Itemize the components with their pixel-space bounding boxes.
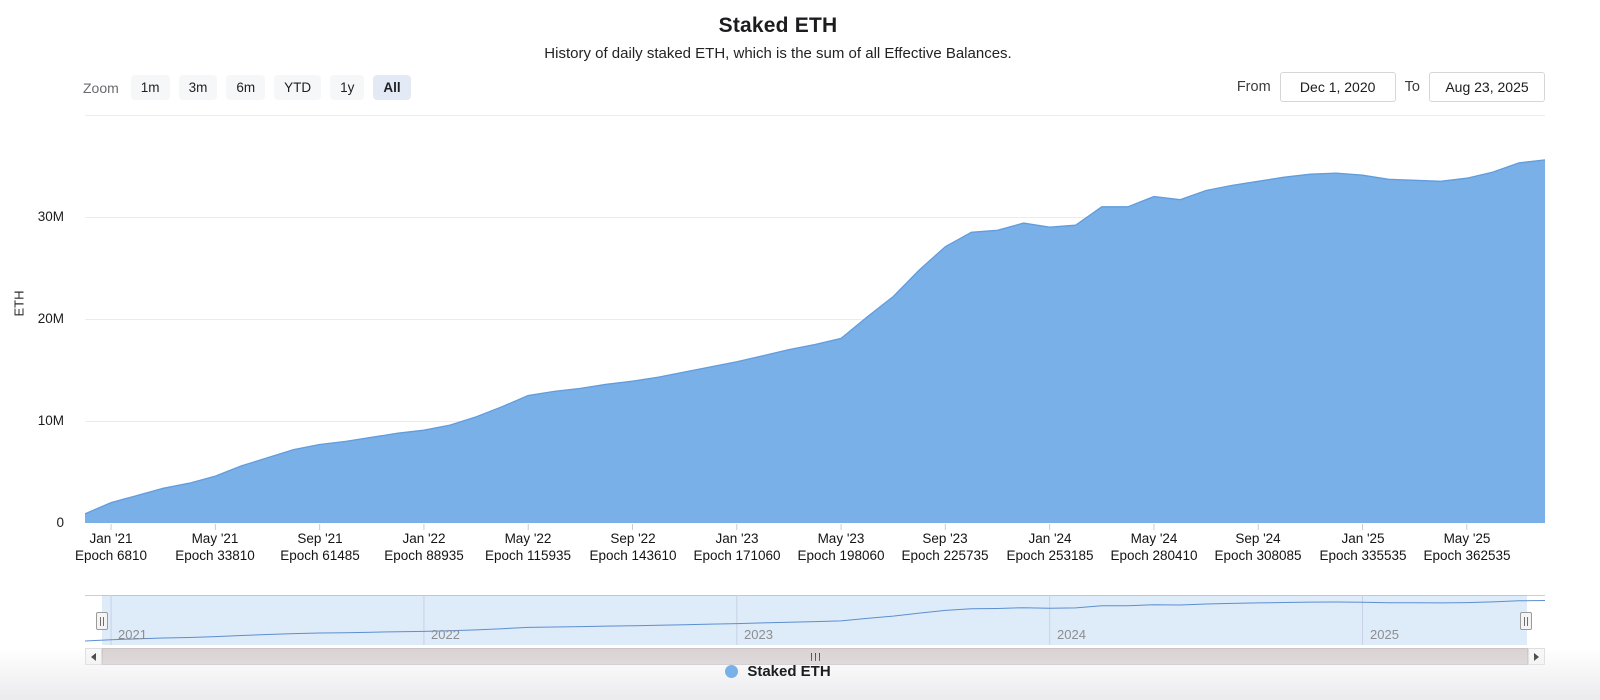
scrollbar-left-arrow-icon <box>91 652 96 661</box>
navigator-series-line <box>84 600 1546 642</box>
scrollbar-right-arrow-icon <box>1534 652 1539 661</box>
zoom-button-all[interactable]: All <box>373 75 411 100</box>
staked-eth-area-fill[interactable] <box>85 159 1545 523</box>
x-axis-tick-label: Jan '24 Epoch 253185 <box>1006 531 1094 563</box>
navigator-mask[interactable] <box>102 595 1527 645</box>
legend-series-marker-icon <box>725 665 739 678</box>
to-date-input[interactable] <box>1429 72 1545 102</box>
x-axis-tick-label: May '21 Epoch 33810 <box>175 531 255 563</box>
zoom-button-1m[interactable]: 1m <box>130 75 170 100</box>
navigator-year-label: 2022 <box>431 627 460 642</box>
x-axis-tick-label: Sep '22 Epoch 143610 <box>589 531 677 563</box>
y-axis-tick-label: 20M <box>37 311 64 326</box>
navigator-right-handle[interactable] <box>1520 612 1532 630</box>
x-axis-tick-label: Jan '23 Epoch 171060 <box>693 531 781 563</box>
x-axis-tick-label: Sep '24 Epoch 308085 <box>1214 531 1302 563</box>
chart-subtitle: History of daily staked ETH, which is th… <box>544 45 1012 62</box>
chart-header: Staked ETH History of daily staked ETH, … <box>0 0 1556 62</box>
y-axis-tick-label: 30M <box>37 209 64 224</box>
to-label: To <box>1404 79 1420 95</box>
x-axis-tick-label: Sep '21 Epoch 61485 <box>280 531 360 563</box>
staked-eth-area-line <box>84 159 1546 515</box>
x-axis-tick-label: May '23 Epoch 198060 <box>797 531 885 563</box>
x-axis-tick-label: Jan '25 Epoch 335535 <box>1319 531 1407 563</box>
date-range-controls: From To <box>1236 72 1545 102</box>
zoom-toolbar: Zoom 1m 3m 6m YTD 1y All <box>83 74 411 101</box>
zoom-button-6m[interactable]: 6m <box>226 75 266 100</box>
x-axis-tick-label: May '22 Epoch 115935 <box>484 531 572 563</box>
y-axis-tick-label: 10M <box>37 413 64 428</box>
from-date-input[interactable] <box>1279 72 1396 102</box>
legend: Staked ETH <box>0 663 1556 680</box>
x-axis-tick-label: Sep '23 Epoch 225735 <box>901 531 989 563</box>
y-axis-tick-label: 0 <box>56 515 64 530</box>
chart-title: Staked ETH <box>718 14 838 37</box>
zoom-button-1y[interactable]: 1y <box>330 75 365 100</box>
navigator-year-label: 2021 <box>118 627 147 642</box>
navigator-left-handle[interactable] <box>96 612 108 630</box>
navigator-year-label: 2024 <box>1057 627 1086 642</box>
zoom-label: Zoom <box>83 79 119 96</box>
x-axis-tick-label: May '24 Epoch 280410 <box>1110 531 1198 563</box>
zoom-button-3m[interactable]: 3m <box>178 75 218 100</box>
from-label: From <box>1236 79 1271 95</box>
x-axis-tick-label: Jan '22 Epoch 88935 <box>384 531 464 563</box>
zoom-button-ytd[interactable]: YTD <box>274 75 322 100</box>
navigator-year-label: 2025 <box>1370 627 1399 642</box>
scrollbar-grip-icon <box>810 652 812 661</box>
navigator-year-label: 2023 <box>744 627 773 642</box>
legend-series-label[interactable]: Staked ETH <box>747 663 831 680</box>
x-axis-tick-label: May '25 Epoch 362535 <box>1423 531 1511 563</box>
x-axis-tick-label: Jan '21 Epoch 6810 <box>74 531 148 563</box>
